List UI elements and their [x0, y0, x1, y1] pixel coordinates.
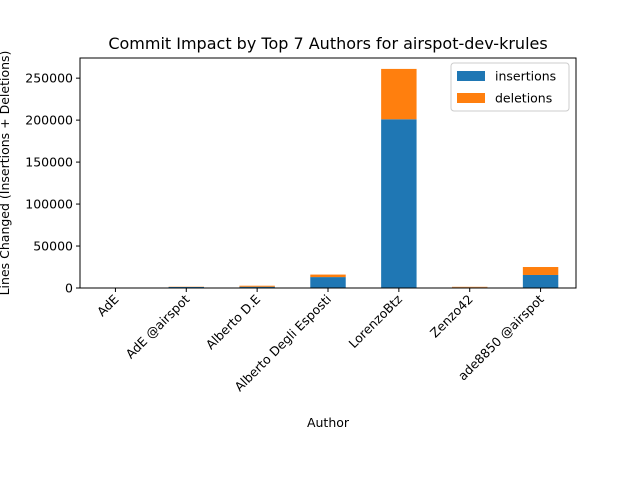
legend-swatch-insertions — [457, 71, 485, 81]
legend-swatch-deletions — [457, 93, 485, 103]
bar-insertions — [239, 286, 275, 288]
plot-area — [97, 68, 559, 288]
x-axis-label: Author — [307, 415, 350, 430]
legend: insertions deletions — [450, 62, 570, 112]
y-axis: 0 50000 100000 150000 200000 250000 — [25, 71, 80, 296]
x-tick-label: Zenzo42 — [427, 292, 476, 341]
y-tick-label: 200000 — [25, 113, 73, 128]
chart-title: Commit Impact by Top 7 Authors for airsp… — [108, 34, 547, 53]
x-tick-label: Alberto D.E — [203, 291, 264, 352]
y-tick-label: 150000 — [25, 155, 73, 170]
bar-deletions — [452, 286, 488, 288]
y-tick-label: 100000 — [25, 197, 73, 212]
y-axis-label: Lines Changed (Insertions + Deletions) — [0, 51, 12, 296]
bar-insertions — [168, 286, 204, 288]
x-tick-label: AdE @airspot — [122, 291, 192, 361]
y-tick-label: 50000 — [33, 239, 73, 254]
bar-deletions — [381, 68, 417, 120]
bar-insertions — [381, 119, 417, 288]
bar-deletions — [239, 285, 275, 287]
x-tick-label: LorenzoBtz — [345, 291, 405, 351]
y-tick-label: 250000 — [25, 71, 73, 86]
x-tick-label: AdE — [94, 291, 122, 319]
bar-deletions — [522, 267, 559, 275]
bar-insertions — [310, 277, 346, 288]
legend-label-insertions: insertions — [495, 69, 556, 84]
legend-label-deletions: deletions — [495, 91, 552, 106]
bar-deletions — [310, 274, 346, 278]
bar-insertions — [522, 274, 559, 288]
y-tick-label: 0 — [65, 281, 73, 296]
